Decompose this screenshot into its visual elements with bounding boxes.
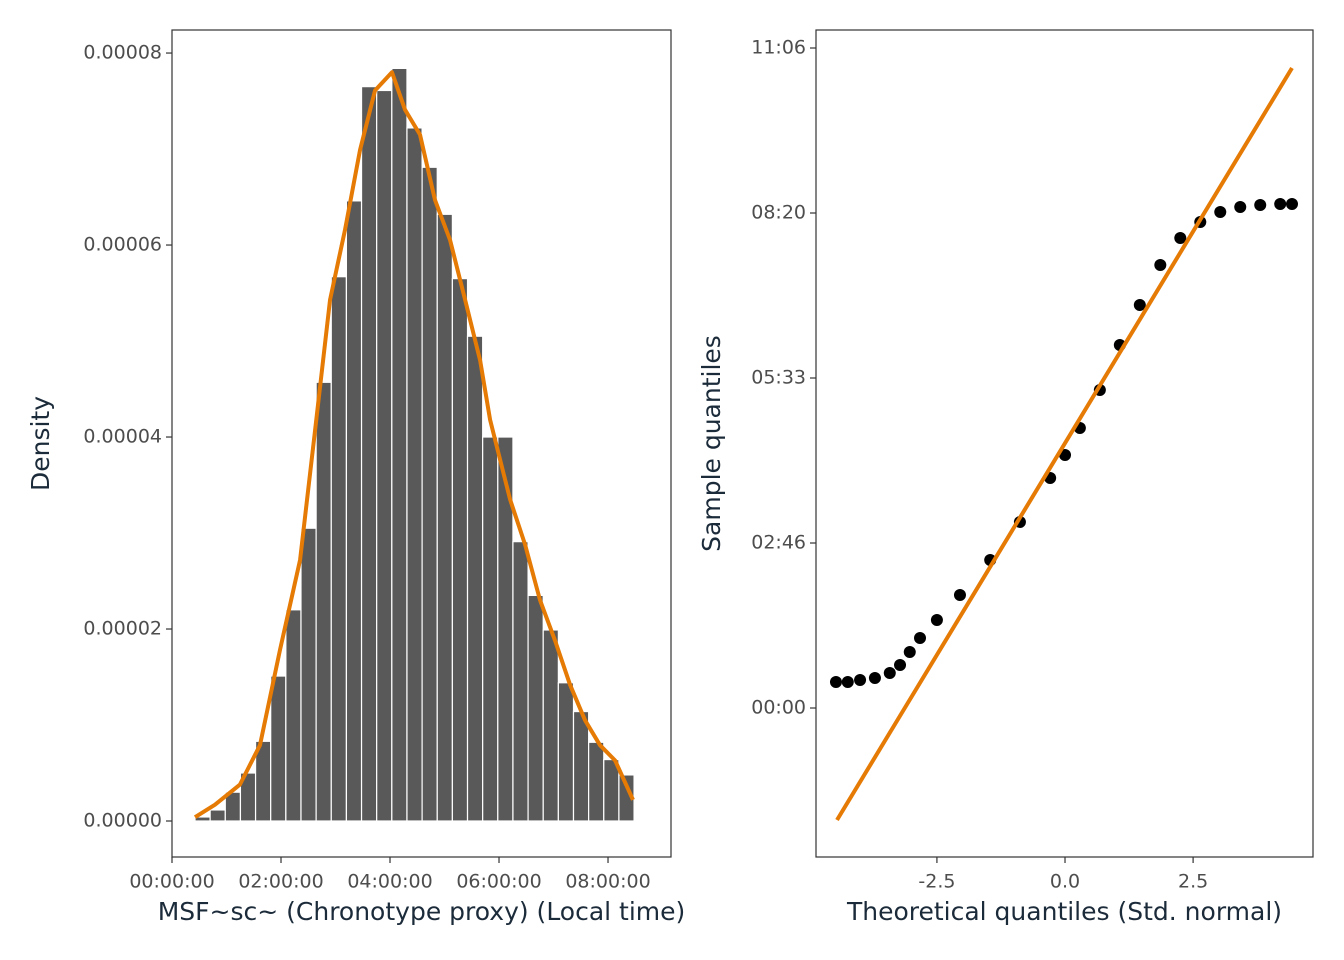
x-tick-label: 2.5 bbox=[1178, 871, 1208, 893]
qq-point bbox=[1174, 231, 1187, 244]
x-tick-label: 0.0 bbox=[1050, 871, 1080, 893]
y-tick-label: 0.00000 bbox=[83, 810, 162, 832]
bar bbox=[315, 381, 332, 822]
y-tick-label: 11:06 bbox=[751, 37, 806, 59]
x-tick-label: 08:00:00 bbox=[565, 871, 650, 893]
panel-border bbox=[171, 29, 672, 858]
y-tick-label: 0.00002 bbox=[83, 618, 162, 640]
qq-point bbox=[930, 614, 943, 627]
bar bbox=[270, 675, 287, 822]
bar bbox=[527, 594, 544, 822]
bar bbox=[557, 682, 575, 822]
reference-line bbox=[835, 66, 1294, 822]
x-tick-label: 02:00:00 bbox=[238, 871, 323, 893]
panel: 0.00000 0.00002 0.00004 0.00006 0.00008 00:00… bbox=[26, 29, 686, 926]
bar bbox=[376, 89, 393, 822]
qq-point bbox=[953, 589, 966, 602]
y-axis-title: Density bbox=[26, 396, 55, 491]
y-tick-label: 08:20 bbox=[751, 202, 806, 224]
qq-point bbox=[841, 676, 854, 689]
bar bbox=[360, 86, 378, 822]
density-curve bbox=[193, 70, 635, 819]
bar bbox=[466, 335, 484, 822]
bar bbox=[542, 629, 559, 822]
qq-point bbox=[1059, 449, 1072, 462]
qq-point bbox=[914, 632, 927, 645]
x-axis-title: Theoretical quantiles (Std. normal) bbox=[846, 897, 1282, 926]
y-tick-label: 02:46 bbox=[751, 532, 806, 554]
y-tick-label: 0.00006 bbox=[83, 234, 162, 256]
bar bbox=[512, 541, 529, 822]
qq-point bbox=[903, 646, 916, 659]
qq-point bbox=[829, 676, 842, 689]
qq-point bbox=[1234, 200, 1247, 213]
qq-point bbox=[1254, 198, 1267, 211]
qq-point bbox=[868, 672, 881, 685]
qq-point bbox=[1133, 299, 1146, 312]
y-tick-label: 0.00004 bbox=[83, 426, 162, 448]
x-axis-title: MSF~sc~ (Chronotype proxy) (Local time) bbox=[158, 897, 686, 926]
qq-point bbox=[1274, 198, 1287, 211]
y-axis-title: Sample quantiles bbox=[697, 335, 726, 552]
panel: 00:00 02:46 05:33 08:20 11:06 -2.5 0.0 2.5 Theor… bbox=[697, 29, 1314, 926]
y-tick-label: 00:00 bbox=[751, 697, 806, 719]
qq-point bbox=[854, 674, 867, 687]
bar bbox=[300, 527, 317, 822]
y-tick-label: 05:33 bbox=[751, 367, 806, 389]
bar bbox=[345, 200, 363, 822]
qq-point bbox=[883, 667, 896, 680]
bar bbox=[436, 213, 453, 822]
bar bbox=[421, 166, 438, 822]
x-tick-label: -2.5 bbox=[918, 871, 955, 893]
qq-point bbox=[1154, 259, 1167, 272]
bar bbox=[391, 67, 408, 822]
x-tick-label: 06:00:00 bbox=[456, 871, 541, 893]
bar bbox=[209, 809, 226, 822]
bar bbox=[603, 758, 620, 822]
bar bbox=[451, 278, 469, 822]
qq-point bbox=[1285, 198, 1298, 211]
bar bbox=[572, 710, 590, 822]
qq-point bbox=[1214, 205, 1227, 218]
x-tick-label: 04:00:00 bbox=[347, 871, 432, 893]
bar bbox=[330, 276, 348, 822]
bar bbox=[588, 741, 605, 822]
y-tick-label: 0.00008 bbox=[83, 42, 162, 64]
bar bbox=[285, 609, 302, 822]
bar bbox=[406, 127, 423, 822]
bar bbox=[482, 436, 499, 822]
x-tick-label: 00:00:00 bbox=[129, 871, 214, 893]
qq-point bbox=[894, 659, 907, 672]
